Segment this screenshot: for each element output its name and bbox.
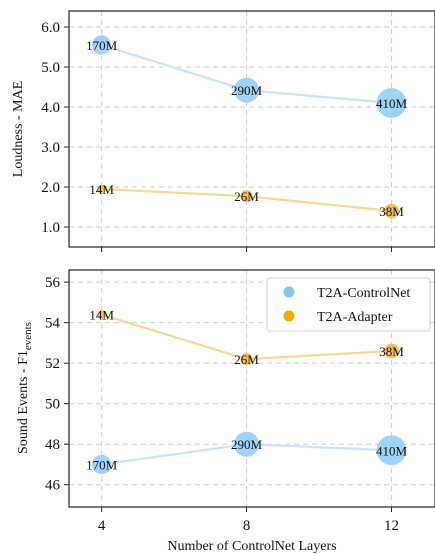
data-point-controlnet — [92, 35, 112, 55]
legend-marker-controlnet — [283, 286, 295, 298]
data-label-controlnet: 170M — [86, 38, 118, 53]
data-label-controlnet: 170M — [86, 457, 118, 472]
data-label-adapter: 38M — [379, 204, 404, 219]
legend-label-controlnet: T2A-ControlNet — [317, 286, 410, 301]
plot-frame-bottom — [68, 269, 435, 508]
x-tick-label: 8 — [243, 518, 251, 534]
data-point-adapter — [240, 353, 253, 366]
legend-label-adapter: T2A-Adapter — [317, 310, 393, 325]
legend-item-adapter: T2A-Adapter — [283, 310, 393, 325]
data-point-controlnet — [234, 431, 260, 457]
data-point-adapter — [384, 203, 399, 219]
data-label-adapter: 26M — [234, 189, 259, 204]
y-axis-title-main: Sound Events - F1 — [16, 350, 31, 454]
y-tick-label: 2.0 — [41, 180, 60, 196]
y-tick-label: 3.0 — [41, 140, 60, 156]
data-point-controlnet — [376, 435, 407, 466]
data-point-controlnet — [92, 454, 112, 475]
data-label-controlnet: 290M — [231, 437, 263, 452]
legend-item-controlnet: T2A-ControlNet — [283, 286, 410, 301]
data-label-adapter: 38M — [379, 344, 404, 359]
data-label-controlnet: 290M — [231, 83, 263, 98]
plot-frame-top — [68, 10, 435, 248]
y-tick-label: 54 — [45, 316, 61, 332]
panel-loudness: 170M 290M 410M 14M 26M 38M 1.0 2.0 3.0 4.0 5.0 6.0… — [11, 10, 435, 252]
series-markers-top — [92, 35, 407, 219]
y-tick-label: 1.0 — [41, 220, 60, 236]
data-label-controlnet: 410M — [376, 96, 408, 111]
legend: T2A-ControlNet T2A-Adapter — [266, 277, 431, 332]
data-label-adapter: 14M — [89, 182, 114, 197]
data-point-controlnet — [234, 77, 260, 103]
data-label-adapter: 14M — [89, 308, 114, 323]
y-tick-label: 50 — [45, 397, 60, 413]
y-tick-label: 48 — [45, 437, 60, 453]
x-axis-title: Number of ControlNet Layers — [167, 539, 336, 554]
y-tick-label: 56 — [45, 275, 61, 291]
data-point-controlnet — [376, 88, 407, 118]
axis-ticks-top: 1.0 2.0 3.0 4.0 5.0 6.0 — [41, 20, 393, 252]
y-tick-label: 46 — [45, 478, 61, 494]
y-axis-title-subscript: events — [22, 322, 34, 350]
y-tick-label: 4.0 — [41, 100, 60, 116]
y-tick-label: 6.0 — [41, 20, 60, 36]
x-tick-label: 12 — [384, 518, 399, 534]
data-labels-top: 170M 290M 410M 14M 26M 38M — [86, 38, 407, 219]
y-tick-label: 5.0 — [41, 60, 60, 76]
y-axis-title-bottom: Sound Events - F1events — [16, 322, 34, 454]
y-axis-title-top: Loudness - MAE — [11, 81, 26, 177]
data-point-adapter — [240, 190, 253, 203]
data-label-adapter: 26M — [234, 352, 259, 367]
data-point-adapter — [97, 184, 107, 194]
series-markers-bottom — [92, 310, 407, 475]
data-labels-bottom: 170M 290M 410M 14M 26M 38M — [86, 308, 407, 473]
legend-marker-adapter — [283, 310, 295, 322]
data-label-controlnet: 410M — [376, 443, 408, 458]
y-tick-label: 52 — [45, 356, 60, 372]
legend-box — [266, 277, 431, 332]
data-point-adapter — [384, 343, 399, 359]
x-tick-label: 4 — [98, 518, 106, 534]
data-point-adapter — [97, 310, 107, 320]
